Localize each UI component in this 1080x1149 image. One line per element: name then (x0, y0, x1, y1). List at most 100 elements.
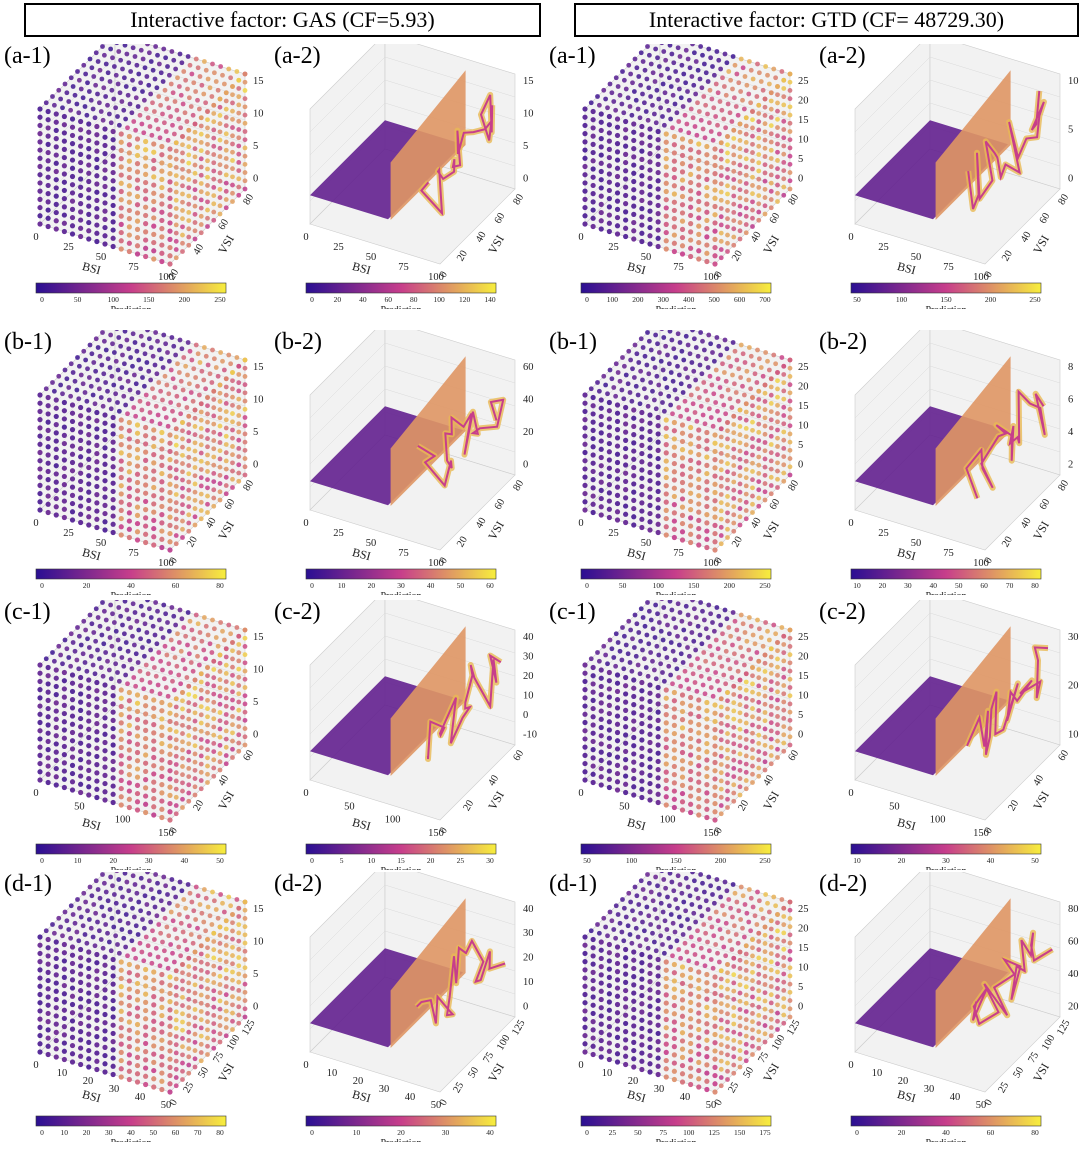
scatter-point (223, 376, 229, 382)
scatter-point (45, 1027, 51, 1033)
scatter-point (230, 920, 235, 926)
z-tick-label: 60 (523, 362, 534, 373)
scatter-point (37, 777, 43, 783)
scatter-point (69, 231, 76, 237)
scatter-point (151, 746, 157, 752)
scatter-point (192, 1007, 198, 1012)
scatter-point (45, 763, 51, 769)
scatter-point (69, 1001, 76, 1008)
scatter-point (236, 168, 242, 174)
scatter-point (718, 238, 724, 244)
scatter-point (655, 137, 661, 143)
colorbar-tick-label: 150 (143, 295, 155, 304)
scatter-point (86, 481, 92, 487)
scatter-point (111, 382, 117, 388)
scatter-point (118, 794, 124, 800)
x-tick-label: 100 (703, 558, 719, 569)
scatter-point (712, 432, 718, 438)
colorbar-tick-label: 40 (427, 581, 435, 590)
scatter-point (173, 1066, 179, 1072)
z-tick-label: 20 (523, 671, 534, 682)
scatter-point (61, 490, 67, 496)
x-tick-label: 0 (303, 518, 308, 529)
scatter-point (718, 442, 724, 448)
scatter-point (192, 957, 198, 963)
scatter-point (614, 721, 621, 727)
scatter-point (155, 608, 160, 614)
scatter-point (116, 408, 122, 414)
scatter-point (154, 371, 160, 377)
z-tick-label: 10 (1068, 730, 1079, 741)
scatter-point (134, 618, 140, 624)
scatter-point (647, 151, 653, 157)
scatter-point (614, 688, 621, 695)
scatter-point (702, 421, 708, 427)
chart-svg: 0255075100BSI020406080VSI051015GAS020406… (33, 330, 264, 595)
scatter-point (663, 736, 669, 742)
scatter-point (639, 483, 645, 490)
scatter-point (737, 473, 743, 479)
scatter-point (787, 668, 793, 674)
scatter-point (595, 650, 600, 655)
scatter-point (143, 188, 149, 194)
scatter-point (614, 754, 621, 760)
scatter-point (180, 1036, 185, 1041)
scatter-point (143, 975, 149, 981)
scatter-point (217, 973, 223, 979)
scatter-point (217, 949, 223, 955)
scatter-point (635, 106, 641, 112)
scatter-point (161, 120, 167, 126)
z-tick-label: 10 (253, 394, 264, 405)
scatter-point (762, 464, 768, 470)
x-tick-label: 50 (96, 538, 107, 549)
scatter-point (711, 661, 717, 667)
scatter-point (195, 653, 200, 659)
scatter-point (700, 682, 706, 688)
scatter-point (705, 79, 711, 84)
scatter-point (151, 476, 157, 482)
scatter-point (159, 234, 165, 240)
colorbar-tick-label: 250 (214, 295, 226, 304)
scatter-point (166, 661, 172, 667)
scatter-point (102, 1036, 108, 1042)
scatter-point (69, 190, 76, 196)
scatter-point (158, 388, 164, 394)
scatter-point (671, 460, 677, 467)
scatter-point (61, 1048, 67, 1054)
scatter-point (223, 450, 229, 456)
scatter-point (148, 377, 154, 383)
scatter-point (663, 687, 669, 693)
scatter-point (623, 789, 629, 796)
scatter-point (582, 221, 588, 227)
scatter-point (716, 343, 722, 349)
scatter-point (737, 751, 743, 757)
scatter-point (134, 62, 140, 68)
scatter-point (180, 216, 185, 222)
scatter-point (126, 714, 132, 720)
scatter-point (205, 469, 210, 474)
scatter-point (614, 165, 621, 171)
scatter-point (102, 772, 108, 778)
scatter-point (66, 655, 72, 660)
scatter-point (45, 223, 51, 230)
scatter-point (242, 907, 248, 913)
scatter-point (180, 986, 185, 992)
scatter-point (69, 468, 76, 474)
scatter-point (151, 215, 157, 221)
scatter-point (781, 715, 787, 721)
scatter-point (614, 509, 621, 515)
scatter-point (37, 507, 43, 513)
scatter-point (614, 116, 621, 122)
scatter-point (590, 779, 596, 786)
scatter-point (173, 181, 179, 187)
scatter-point (671, 60, 677, 66)
scatter-point (195, 621, 201, 627)
scatter-point (205, 904, 211, 910)
scatter-point (159, 1086, 165, 1093)
scatter-point (647, 412, 653, 418)
scatter-point (118, 1066, 124, 1072)
scatter-point (718, 426, 724, 432)
colorbar-tick-label: 20 (898, 856, 906, 865)
scatter-point (781, 437, 787, 443)
scatter-point (590, 191, 596, 197)
